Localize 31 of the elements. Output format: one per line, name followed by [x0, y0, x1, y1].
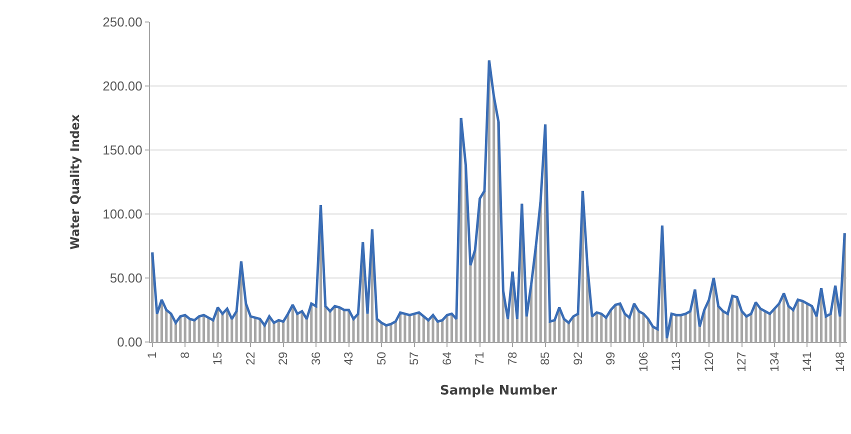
- x-tick-label: 92: [570, 351, 585, 366]
- x-tick-label: 113: [669, 351, 684, 371]
- x-tick-label: 85: [538, 351, 552, 366]
- x-tick-label: 36: [308, 351, 323, 366]
- x-tick-label: 134: [767, 351, 782, 372]
- x-tick-label: 1: [145, 351, 160, 358]
- y-tick-label: 50.00: [110, 270, 142, 286]
- x-tick-label: 127: [734, 351, 749, 372]
- x-tick-label: 43: [342, 351, 356, 366]
- x-tick-label: 141: [800, 351, 814, 372]
- x-axis-title: Sample Number: [440, 383, 558, 398]
- x-tick-label: 8: [178, 351, 192, 358]
- x-tick-label: 29: [276, 351, 290, 366]
- y-tick-label: 200.00: [102, 78, 142, 94]
- y-tick-label: 250.00: [102, 14, 142, 30]
- line-series: [151, 59, 846, 340]
- x-tick-label: 64: [440, 351, 454, 366]
- x-tick-label: 99: [604, 351, 618, 366]
- x-tick-label: 78: [505, 351, 520, 366]
- x-tick-label: 22: [243, 351, 258, 366]
- y-axis-title: Water Quality Index: [68, 114, 82, 250]
- y-tick-label: 150.00: [102, 142, 142, 158]
- x-tick-label: 57: [407, 351, 422, 366]
- x-tick-label: 106: [636, 351, 650, 372]
- y-tick-label: 100.00: [102, 206, 142, 222]
- x-tick-label: 50: [374, 351, 388, 366]
- x-tick-label: 15: [210, 351, 225, 366]
- x-tick-label: 120: [702, 351, 716, 372]
- x-tick-label: 148: [832, 351, 847, 372]
- x-tick-label: 71: [472, 351, 487, 366]
- y-tick-label: 0.00: [117, 334, 142, 350]
